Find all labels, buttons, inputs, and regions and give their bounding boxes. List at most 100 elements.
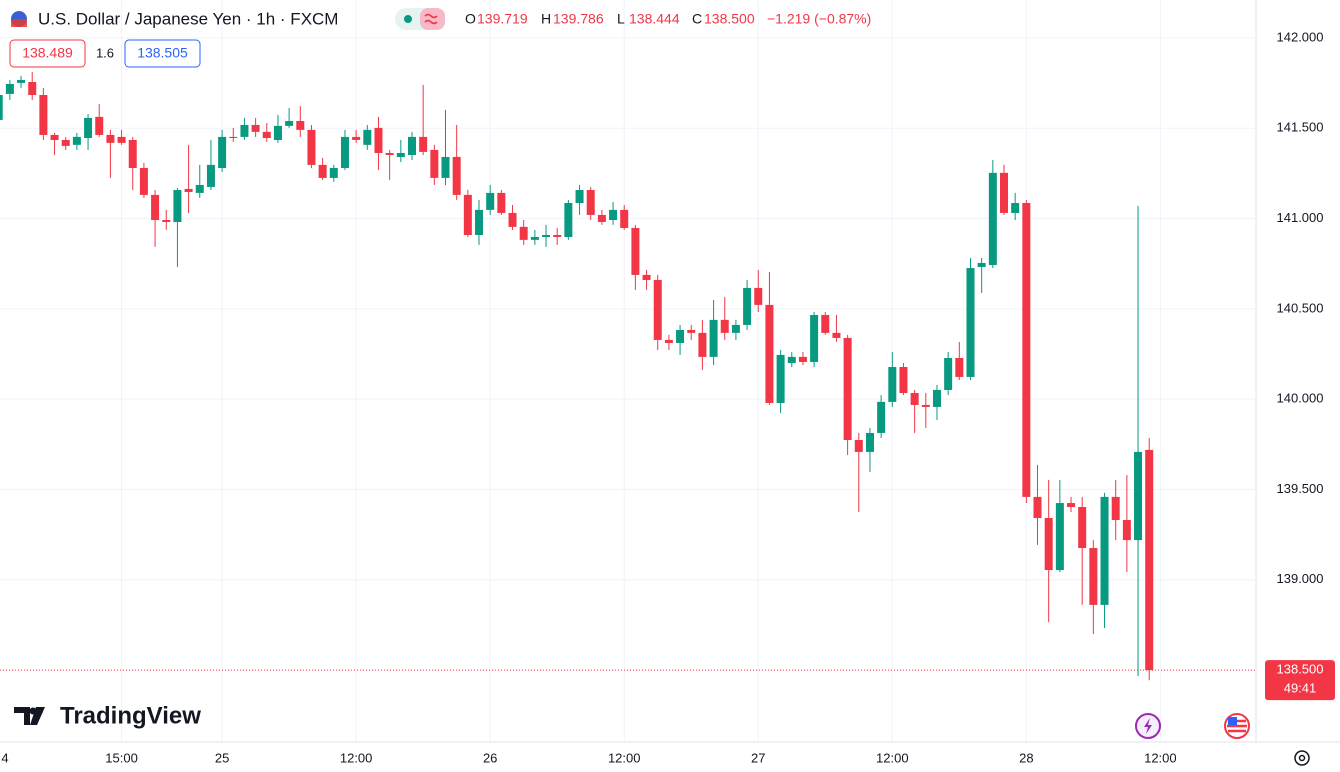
candle-body (977, 262, 986, 267)
ohlc-value: 139.786 (553, 11, 604, 27)
candle-body (151, 194, 160, 220)
x-tick-label: 12:00 (876, 750, 909, 765)
y-tick-label: 140.000 (1277, 391, 1324, 406)
candle-body (229, 136, 238, 138)
candle-body (195, 184, 204, 193)
candle-body (921, 404, 930, 407)
candle-body (877, 401, 886, 433)
change: −1.219 (−0.87%) (767, 11, 871, 27)
candle-body (731, 324, 740, 333)
candle-body (899, 367, 908, 394)
candle-body (441, 156, 450, 178)
candle-body (776, 354, 785, 403)
candle-body (352, 136, 361, 140)
candle-body (363, 129, 372, 145)
candle-body (285, 121, 294, 126)
spread: 1.6 (96, 45, 114, 60)
wave-icon (424, 13, 438, 25)
candle-body (586, 190, 595, 215)
candle-body (798, 356, 807, 362)
flag-icon-part (11, 19, 27, 27)
candle-body (1134, 451, 1143, 541)
candle-body (698, 332, 707, 357)
candle-body (1033, 496, 1042, 519)
candle-body (553, 234, 562, 237)
gear-hub (1298, 754, 1306, 762)
candle-body (519, 226, 528, 240)
candle-body (810, 315, 819, 362)
symbol-title: U.S. Dollar / Japanese Yen · 1h · FXCM (38, 9, 338, 28)
candle-body (765, 304, 774, 403)
candle-body (0, 95, 3, 120)
candle-body (84, 117, 93, 138)
candle-body (687, 329, 696, 333)
candle-body (888, 367, 897, 402)
candle-body (843, 337, 852, 440)
candle-body (676, 329, 685, 344)
lightning (1144, 718, 1152, 734)
price-tag-value: 138.500 (1277, 662, 1324, 677)
candle-body (128, 139, 137, 168)
price-tag-countdown: 49:41 (1284, 681, 1317, 696)
candle-body (385, 152, 394, 155)
candle-body (542, 234, 551, 237)
y-tick-label: 141.500 (1277, 120, 1324, 135)
candle-body (664, 339, 673, 344)
y-tick-label: 142.000 (1277, 29, 1324, 44)
bid-box[interactable] (9, 39, 86, 68)
market-open-dot (404, 15, 412, 23)
candle-body (530, 236, 539, 240)
x-tick-label: 12:00 (608, 750, 641, 765)
ohlc-value: 139.719 (477, 11, 528, 27)
candle-body (251, 124, 260, 132)
candle-body (240, 124, 249, 137)
candle-body (407, 136, 416, 155)
candle-body (1078, 507, 1087, 549)
candle-body (575, 190, 584, 204)
candle-body (1089, 548, 1098, 605)
candle-body (28, 82, 37, 96)
candle-body (1011, 203, 1020, 213)
ohlc-key: H (541, 11, 551, 27)
x-tick-label: 28 (1019, 750, 1033, 765)
candle-body (307, 129, 316, 165)
candle-body (631, 227, 640, 275)
ohlc-key: C (692, 11, 702, 27)
candle-body (329, 167, 338, 178)
candle-body (419, 136, 428, 152)
candle-body (854, 439, 863, 452)
candle-body (653, 279, 662, 340)
settings-icon[interactable] (1294, 750, 1310, 766)
candle-body (865, 432, 874, 452)
events-icon[interactable] (1135, 713, 1161, 739)
candle-body (988, 172, 997, 265)
y-tick-label: 141.000 (1277, 210, 1324, 225)
ask-box[interactable] (124, 39, 201, 68)
x-tick-label: 25 (215, 750, 229, 765)
x-tick-label: 15:00 (105, 750, 138, 765)
ohlc-legend: O 139.719 H 139.786 L 138.444 C 138.500 −1.219 (… (465, 11, 871, 27)
logo-mark (14, 707, 45, 725)
candle-body (117, 136, 126, 143)
x-tick-label: 12:00 (1144, 750, 1177, 765)
x-tick-label: 27 (751, 750, 765, 765)
candle-body (95, 116, 104, 135)
candle-body (1022, 203, 1031, 497)
candle-body (5, 83, 14, 94)
candle-body (296, 121, 305, 130)
brand-logo[interactable]: TradingView (14, 702, 201, 729)
x-tick-label: 12:00 (340, 750, 373, 765)
pill-part (420, 8, 445, 30)
candle-body (396, 152, 405, 157)
candle-body (932, 389, 941, 407)
y-tick-label: 139.000 (1277, 571, 1324, 586)
status-pill[interactable] (395, 8, 445, 30)
candle-body (50, 134, 59, 140)
ohlc-key: O (465, 11, 476, 27)
candle-body (173, 190, 182, 222)
economic-events-icon[interactable] (1224, 713, 1250, 739)
candle-body (597, 214, 606, 222)
legend-header[interactable]: U.S. Dollar / Japanese Yen · 1h · FXCM (11, 9, 338, 28)
